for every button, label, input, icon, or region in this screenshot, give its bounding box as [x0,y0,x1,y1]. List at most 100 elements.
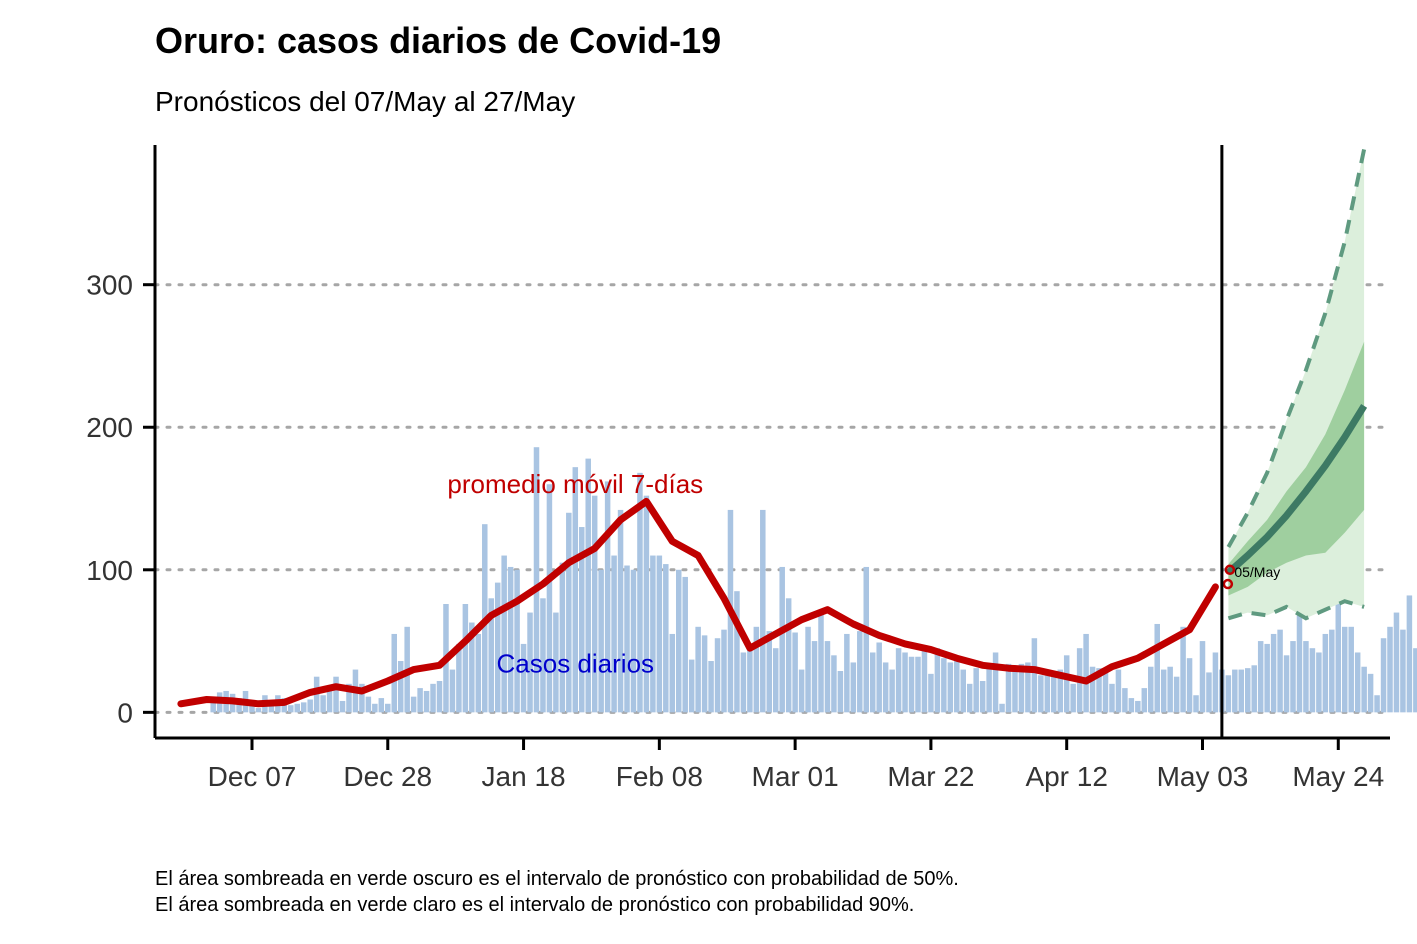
daily-case-bar [734,591,740,713]
daily-case-bar [928,673,934,713]
daily-case-bar [1180,626,1186,713]
daily-case-bar [1031,638,1038,713]
daily-case-bar [378,698,385,713]
daily-case-bar [941,658,947,713]
daily-case-bar [566,512,572,713]
daily-case-bar [527,612,533,713]
forecast-90-lower-edge [1227,599,1365,621]
daily-case-bar [682,576,688,713]
daily-case-bar [288,705,294,713]
daily-case-bar [1109,683,1115,713]
daily-case-bar [1406,595,1413,713]
daily-case-bar [695,626,701,713]
daily-case-bar [844,633,850,713]
daily-case-bar [908,656,915,713]
daily-case-bar [1096,668,1102,713]
x-tick-label: Apr 12 [1025,761,1108,792]
daily-case-bar [1322,633,1329,713]
daily-case-bar [469,622,475,713]
forecast-median-line [1226,404,1368,576]
forecast-band-50 [1228,341,1365,596]
daily-case-bar [320,695,326,713]
daily-case-bar [999,703,1005,713]
daily-case-bar [902,652,908,713]
daily-case-bar [365,696,372,713]
annotation-label: 05/May [1234,564,1280,580]
x-tick-label: May 03 [1157,761,1249,792]
daily-case-bar [934,648,941,713]
daily-case-bar [792,632,798,713]
last-observed-marker [1224,564,1236,576]
x-tick-label: Mar 01 [752,761,839,792]
daily-case-bar [1309,648,1316,713]
daily-case-bar [462,604,469,713]
daily-case-bar [708,661,714,713]
x-tick-label: May 24 [1292,761,1384,792]
forecast-bands [1226,148,1367,621]
daily-case-bar [1387,626,1393,713]
x-tick-label: Mar 22 [887,761,974,792]
annotation-label: Casos diarios [497,648,655,678]
daily-case-bar [540,598,546,713]
daily-case-bar [559,562,566,713]
daily-case-bar [1380,638,1387,713]
daily-case-bar [391,633,397,713]
daily-case-bar [1051,673,1057,713]
daily-case-bar [747,643,753,713]
daily-case-bar [1212,652,1219,713]
daily-case-bar [255,708,262,713]
daily-case-bar [1238,669,1245,713]
daily-case-bar [1115,669,1122,713]
daily-case-bar [1316,652,1322,713]
daily-case-bar [475,633,482,713]
daily-case-bar [1264,643,1270,713]
chart-title: Oruro: casos diarios de Covid-19 [155,20,722,61]
daily-case-bar [818,612,824,713]
daily-case-bar [249,703,255,713]
daily-case-bar [507,566,514,713]
daily-case-bar [1186,658,1193,713]
daily-case-bar [333,676,339,713]
daily-case-bar [520,643,527,713]
annotation-label: promedio móvil 7-días [447,469,703,499]
daily-case-bar [779,566,785,713]
daily-case-bar [824,641,831,713]
daily-case-bar [1341,626,1348,713]
chart-subtitle: Pronósticos del 07/May al 27/May [155,86,576,117]
daily-case-bar [954,658,960,713]
daily-case-bar [1057,669,1063,713]
daily-case-bar [811,641,818,713]
daily-case-bar [1135,700,1141,713]
daily-case-bar [992,652,999,713]
y-tick-label: 0 [117,697,133,728]
daily-case-bar [785,598,792,713]
daily-case-bar [1038,675,1044,713]
chart-annotations: promedio móvil 7-días Casos diarios 05/May [447,469,1280,679]
y-tick-label: 100 [86,555,133,586]
daily-case-bar [1025,662,1031,713]
moving-average-line [177,497,1219,708]
y-tick-label: 300 [86,270,133,301]
daily-case-bar [359,683,365,713]
daily-case-bar [1367,673,1374,713]
daily-case-bar [876,642,882,713]
daily-case-bar [449,669,456,713]
daily-case-bar [307,699,313,713]
x-tick-label: Dec 28 [343,761,432,792]
series-lines [177,404,1368,708]
caption-line-1: El área sombreada en verde oscuro es el … [155,868,959,890]
daily-case-bar [1070,683,1076,713]
daily-case-bar [895,648,902,713]
daily-case-bar [410,696,417,713]
daily-case-bar [417,688,423,713]
daily-case-bar [889,669,895,713]
daily-case-bar [598,569,604,713]
daily-case-bar [947,662,954,713]
daily-case-bar [1148,666,1154,713]
daily-case-bar [326,690,333,713]
daily-case-bar [837,671,844,713]
daily-case-bar [1290,641,1296,713]
daily-case-bar [430,683,436,713]
x-tick-label: Feb 08 [616,761,703,792]
